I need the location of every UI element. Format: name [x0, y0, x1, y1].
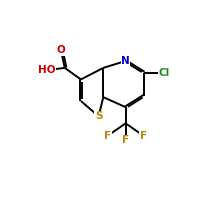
Text: F: F	[140, 131, 147, 141]
Text: O: O	[57, 45, 65, 55]
Text: N: N	[121, 56, 130, 66]
Text: F: F	[122, 135, 129, 145]
Text: Cl: Cl	[158, 68, 170, 78]
Text: F: F	[104, 131, 111, 141]
Text: S: S	[95, 111, 102, 121]
Text: HO: HO	[38, 65, 55, 75]
